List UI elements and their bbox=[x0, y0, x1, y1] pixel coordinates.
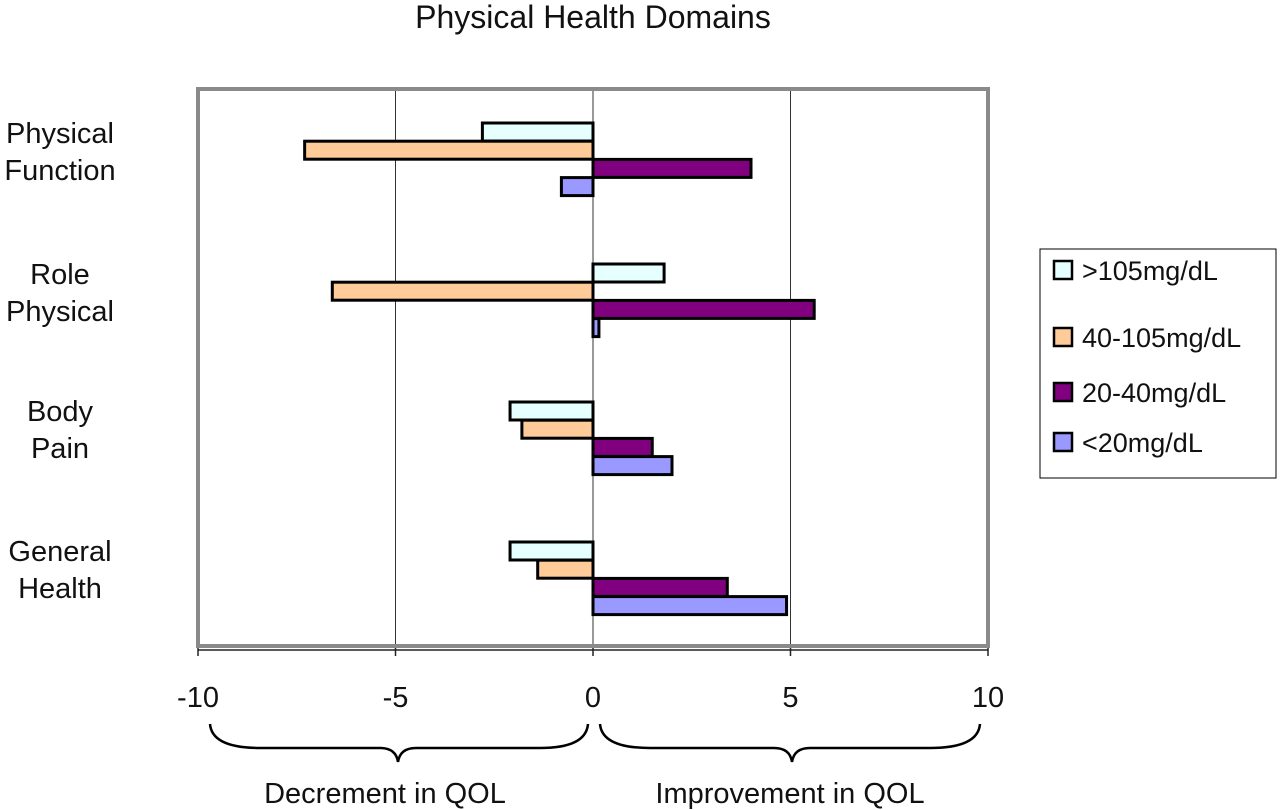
bar-series-3-category-3 bbox=[591, 595, 789, 617]
category-label-1-line-1: Physical bbox=[6, 296, 114, 328]
bar-series-0-category-3 bbox=[508, 540, 595, 562]
bar-series-1-category-2 bbox=[520, 418, 595, 440]
legend-swatch-2 bbox=[1052, 381, 1074, 403]
bar-series-3-category-1 bbox=[591, 317, 601, 339]
bar-series-2-category-3 bbox=[591, 576, 729, 598]
legend-label-3: <20mg/dL bbox=[1082, 428, 1203, 458]
bar-series-0-category-2 bbox=[508, 400, 595, 422]
category-labels: Physical Function Role Physical Body Pain Gene… bbox=[4, 118, 115, 605]
legend-swatch-0 bbox=[1052, 259, 1074, 281]
bar-series-2-category-1 bbox=[591, 298, 816, 320]
bar-series-1-category-0 bbox=[303, 139, 595, 161]
legend-label-0: >105mg/dL bbox=[1082, 256, 1218, 286]
category-label-0-line-0: Physical bbox=[6, 118, 114, 150]
decrement-brace bbox=[208, 723, 590, 763]
legend-label-1: 40-105mg/dL bbox=[1082, 323, 1241, 353]
bar-series-0-category-1 bbox=[591, 262, 666, 284]
legend: >105mg/dL 40-105mg/dL 20-40mg/dL <20mg/dL bbox=[1039, 248, 1277, 479]
bar-series-3-category-0 bbox=[559, 176, 595, 198]
x-tick-label-1: -5 bbox=[383, 682, 409, 714]
decrement-label: Decrement in QOL bbox=[264, 778, 506, 810]
category-label-2-line-0: Body bbox=[27, 396, 94, 428]
category-label-2-line-1: Pain bbox=[31, 433, 89, 465]
legend-swatch-1 bbox=[1052, 326, 1074, 348]
bar-series-2-category-0 bbox=[591, 157, 753, 179]
bar-series-1-category-3 bbox=[536, 558, 595, 580]
chart-title: Physical Health Domains bbox=[415, 0, 771, 35]
bar-series-0-category-0 bbox=[480, 121, 595, 143]
bars bbox=[303, 121, 816, 617]
improvement-brace bbox=[598, 723, 982, 763]
category-label-0-line-1: Function bbox=[4, 155, 115, 187]
x-tick-label-3: 5 bbox=[782, 682, 798, 714]
legend-swatch-3 bbox=[1052, 431, 1074, 453]
x-tick-label-0: -10 bbox=[177, 682, 219, 714]
bar-series-2-category-2 bbox=[591, 436, 654, 458]
legend-label-2: 20-40mg/dL bbox=[1082, 378, 1226, 408]
improvement-label: Improvement in QOL bbox=[655, 778, 924, 810]
x-axis: -10 -5 0 5 10 bbox=[177, 646, 1004, 714]
category-label-3-line-0: General bbox=[8, 536, 111, 568]
legend-box bbox=[1039, 248, 1277, 479]
bar-series-3-category-2 bbox=[591, 455, 674, 477]
category-label-3-line-1: Health bbox=[18, 573, 102, 605]
x-tick-label-2: 0 bbox=[585, 682, 601, 714]
x-tick-label-4: 10 bbox=[972, 682, 1004, 714]
category-label-1-line-0: Role bbox=[30, 259, 90, 291]
plot-frame bbox=[196, 87, 990, 648]
bar-series-1-category-1 bbox=[330, 280, 595, 302]
